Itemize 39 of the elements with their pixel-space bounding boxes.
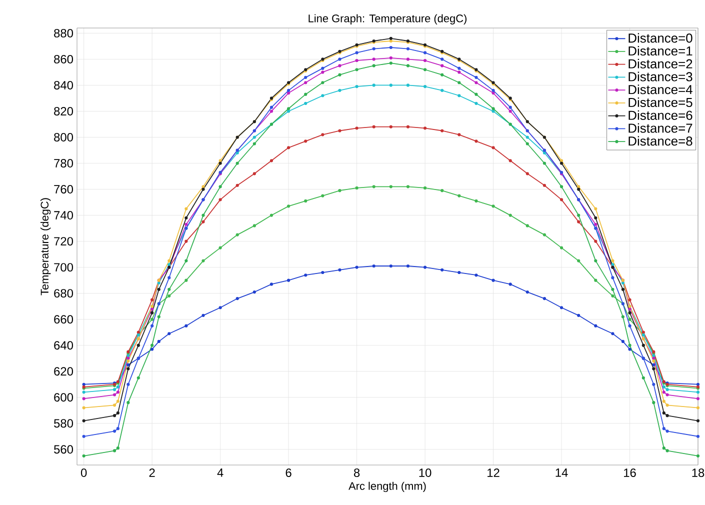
y-tick-label: 700 xyxy=(54,263,74,272)
y-tick-label: 600 xyxy=(54,393,74,402)
x-tick-label: 4 xyxy=(217,468,224,477)
legend-label: Distance=0 xyxy=(628,33,692,43)
y-tick-label: 620 xyxy=(54,367,74,376)
x-tick-label: 0 xyxy=(80,468,87,477)
y-tick-label: 760 xyxy=(54,185,74,194)
y-tick-label: 740 xyxy=(54,211,74,220)
y-tick-label: 580 xyxy=(54,419,74,428)
legend-label: Distance=4 xyxy=(628,84,692,94)
chart-title: Line Graph: Temperature (degC) xyxy=(308,14,466,24)
y-tick-label: 820 xyxy=(54,107,74,116)
y-tick-label: 640 xyxy=(54,341,74,350)
legend-label: Distance=6 xyxy=(628,110,692,120)
x-tick-label: 8 xyxy=(354,468,360,477)
y-tick-label: 880 xyxy=(54,28,74,38)
x-tick-label: 16 xyxy=(624,468,636,477)
x-tick-label: 6 xyxy=(286,468,292,477)
legend-label: Distance=3 xyxy=(628,72,692,82)
y-tick-label: 800 xyxy=(54,133,74,142)
x-tick-label: 18 xyxy=(692,468,704,477)
y-tick-label: 780 xyxy=(54,159,74,168)
x-tick-label: 12 xyxy=(488,468,500,477)
legend-label: Distance=5 xyxy=(628,98,692,108)
legend-label: Distance=7 xyxy=(628,123,692,133)
x-tick-label: 2 xyxy=(149,468,155,477)
y-tick-label: 720 xyxy=(54,237,74,246)
y-tick-label: 840 xyxy=(54,80,74,90)
y-tick-label: 680 xyxy=(54,289,74,298)
legend-label: Distance=8 xyxy=(628,136,692,146)
x-tick-label: 14 xyxy=(556,468,568,477)
legend-label: Distance=1 xyxy=(628,46,692,56)
x-axis-title: Arc length (mm) xyxy=(348,482,426,492)
y-axis-title: Temperature (degC) xyxy=(40,198,51,296)
y-tick-label: 660 xyxy=(54,315,74,324)
legend-label: Distance=2 xyxy=(628,58,692,68)
y-tick-label: 860 xyxy=(54,54,74,64)
x-tick-label: 10 xyxy=(419,468,432,477)
y-tick-label: 560 xyxy=(54,445,74,454)
